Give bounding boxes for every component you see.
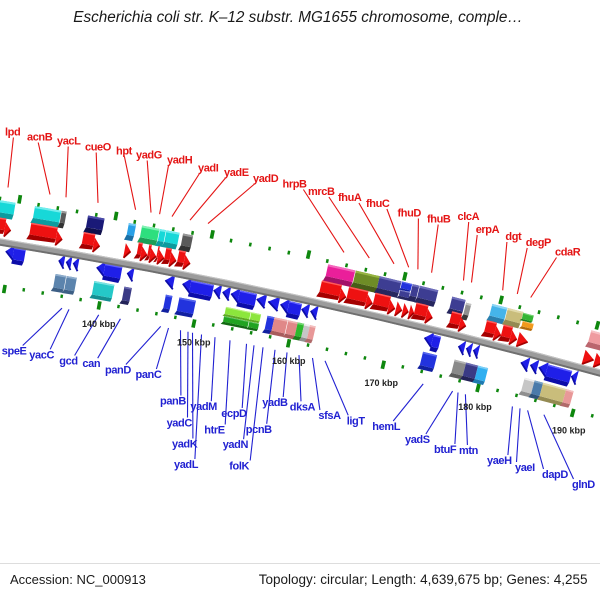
svg-text:btuF: btuF [434, 444, 457, 456]
svg-text:170 kbp: 170 kbp [364, 378, 398, 388]
svg-text:dgt: dgt [505, 231, 522, 243]
svg-text:cueO: cueO [85, 142, 112, 154]
svg-text:yadH: yadH [167, 155, 193, 167]
svg-text:fhuB: fhuB [427, 214, 451, 226]
svg-text:can: can [82, 358, 100, 370]
svg-text:yaeI: yaeI [515, 462, 535, 474]
svg-text:acnB: acnB [27, 132, 53, 144]
svg-text:glnD: glnD [572, 479, 595, 491]
svg-text:yadD: yadD [253, 173, 279, 185]
svg-text:yadN: yadN [223, 439, 249, 451]
svg-text:yadC: yadC [167, 418, 193, 430]
svg-text:190 kbp: 190 kbp [552, 426, 586, 436]
svg-text:dapD: dapD [542, 469, 568, 481]
svg-text:160 kbp: 160 kbp [272, 356, 306, 366]
svg-text:gcd: gcd [59, 356, 77, 368]
svg-text:hemL: hemL [372, 421, 400, 433]
svg-text:yadB: yadB [262, 397, 288, 409]
svg-text:dksA: dksA [290, 401, 316, 413]
svg-text:clcA: clcA [458, 211, 480, 223]
svg-text:fhuC: fhuC [366, 198, 390, 210]
svg-text:degP: degP [526, 237, 551, 249]
svg-text:hrpB: hrpB [283, 179, 308, 191]
svg-text:yadL: yadL [174, 459, 199, 471]
svg-text:cdaR: cdaR [555, 247, 581, 259]
svg-text:speE: speE [2, 346, 27, 358]
svg-text:panC: panC [136, 369, 162, 381]
svg-text:panB: panB [160, 396, 186, 408]
svg-text:yadS: yadS [405, 434, 430, 446]
svg-text:yadK: yadK [172, 439, 198, 451]
svg-text:yaeH: yaeH [487, 455, 512, 467]
svg-text:lpd: lpd [5, 127, 20, 139]
svg-text:fhuA: fhuA [338, 192, 362, 204]
svg-text:ligT: ligT [347, 415, 366, 427]
svg-text:ecpD: ecpD [221, 408, 247, 420]
svg-text:pcnB: pcnB [246, 424, 272, 436]
svg-text:yadE: yadE [224, 167, 249, 179]
svg-text:fhuD: fhuD [398, 208, 422, 220]
svg-text:hpt: hpt [116, 146, 133, 158]
svg-text:150 kbp: 150 kbp [177, 338, 211, 348]
svg-text:panD: panD [105, 365, 131, 377]
svg-text:Accession: NC_000913: Accession: NC_000913 [10, 572, 146, 587]
svg-text:mrcB: mrcB [308, 186, 335, 198]
svg-text:yacC: yacC [29, 349, 54, 361]
svg-text:htrE: htrE [204, 425, 224, 437]
svg-text:yadM: yadM [190, 401, 217, 413]
svg-text:yadG: yadG [136, 150, 162, 162]
svg-text:erpA: erpA [476, 224, 500, 236]
svg-text:sfsA: sfsA [318, 410, 341, 422]
svg-text:180 kbp: 180 kbp [458, 402, 492, 412]
svg-text:mtn: mtn [459, 445, 479, 457]
svg-text:folK: folK [229, 461, 249, 473]
svg-text:yacL: yacL [57, 136, 81, 148]
svg-text:yadI: yadI [198, 163, 219, 175]
svg-text:140 kbp: 140 kbp [82, 319, 116, 329]
svg-text:Topology: circular; Length: 4,: Topology: circular; Length: 4,639,675 bp… [259, 572, 588, 587]
svg-text:Escherichia coli str. K–12 sub: Escherichia coli str. K–12 substr. MG165… [73, 9, 522, 26]
